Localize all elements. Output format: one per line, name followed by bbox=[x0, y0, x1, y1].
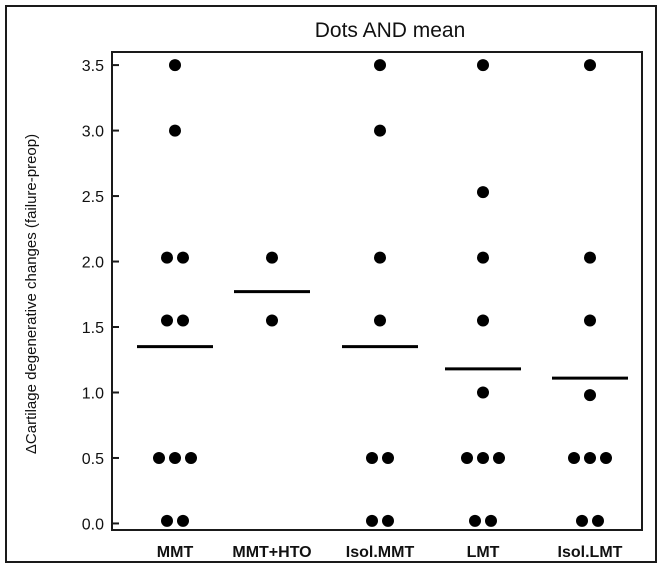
data-point bbox=[266, 314, 278, 327]
y-tick-label: 1.0 bbox=[82, 385, 104, 402]
data-point bbox=[584, 314, 596, 327]
x-category-label: MMT+HTO bbox=[232, 544, 311, 561]
data-point bbox=[382, 514, 394, 527]
data-point bbox=[374, 59, 386, 72]
data-point bbox=[366, 451, 378, 464]
data-point bbox=[374, 251, 386, 264]
x-category-label: LMT bbox=[467, 544, 500, 561]
data-point bbox=[477, 251, 489, 264]
data-point bbox=[161, 514, 173, 527]
y-axis-ticks: 0.0 0.5 1.0 1.5 2.0 2.5 3.0 3.5 bbox=[82, 58, 119, 533]
data-point bbox=[477, 314, 489, 327]
y-tick-label: 2.5 bbox=[82, 189, 104, 206]
data-point bbox=[161, 314, 173, 327]
x-category-label: Isol.LMT bbox=[558, 544, 623, 561]
y-axis-label: ΔCartilage degenerative changes (failure… bbox=[23, 134, 40, 454]
y-tick-label: 0.0 bbox=[82, 516, 104, 533]
data-point bbox=[584, 59, 596, 72]
y-tick-label: 0.5 bbox=[82, 451, 104, 468]
data-point bbox=[485, 514, 497, 527]
data-point bbox=[169, 59, 181, 72]
y-tick-label: 3.5 bbox=[82, 58, 104, 75]
data-point bbox=[185, 451, 197, 464]
data-point bbox=[177, 514, 189, 527]
plot-area bbox=[111, 51, 643, 531]
data-point bbox=[177, 314, 189, 327]
y-tick-label: 3.0 bbox=[82, 124, 104, 141]
x-category-label: MMT bbox=[157, 544, 194, 561]
data-point bbox=[592, 514, 604, 527]
data-point bbox=[153, 451, 165, 464]
data-point bbox=[382, 451, 394, 464]
data-point bbox=[169, 124, 181, 137]
data-point bbox=[177, 251, 189, 264]
data-point bbox=[477, 386, 489, 399]
data-point bbox=[584, 389, 596, 402]
data-point bbox=[266, 251, 278, 264]
figure-frame bbox=[5, 5, 657, 563]
chart-title: Dots AND mean bbox=[315, 19, 466, 42]
data-point bbox=[600, 451, 612, 464]
x-axis-categories: MMT MMT+HTO Isol.MMT LMT Isol.LMT bbox=[157, 544, 623, 561]
data-point bbox=[568, 451, 580, 464]
data-point bbox=[374, 124, 386, 137]
data-point bbox=[477, 59, 489, 72]
data-point bbox=[169, 451, 181, 464]
data-point bbox=[576, 514, 588, 527]
data-point bbox=[477, 186, 489, 199]
data-point bbox=[374, 314, 386, 327]
data-point bbox=[584, 251, 596, 264]
data-point bbox=[477, 451, 489, 464]
y-tick-label: 1.5 bbox=[82, 320, 104, 337]
data-point bbox=[161, 251, 173, 264]
y-tick-label: 2.0 bbox=[82, 255, 104, 272]
x-category-label: Isol.MMT bbox=[346, 544, 415, 561]
data-point bbox=[584, 451, 596, 464]
data-point bbox=[461, 451, 473, 464]
data-point bbox=[469, 514, 481, 527]
data-point bbox=[366, 514, 378, 527]
data-marks bbox=[137, 59, 628, 527]
data-point bbox=[493, 451, 505, 464]
